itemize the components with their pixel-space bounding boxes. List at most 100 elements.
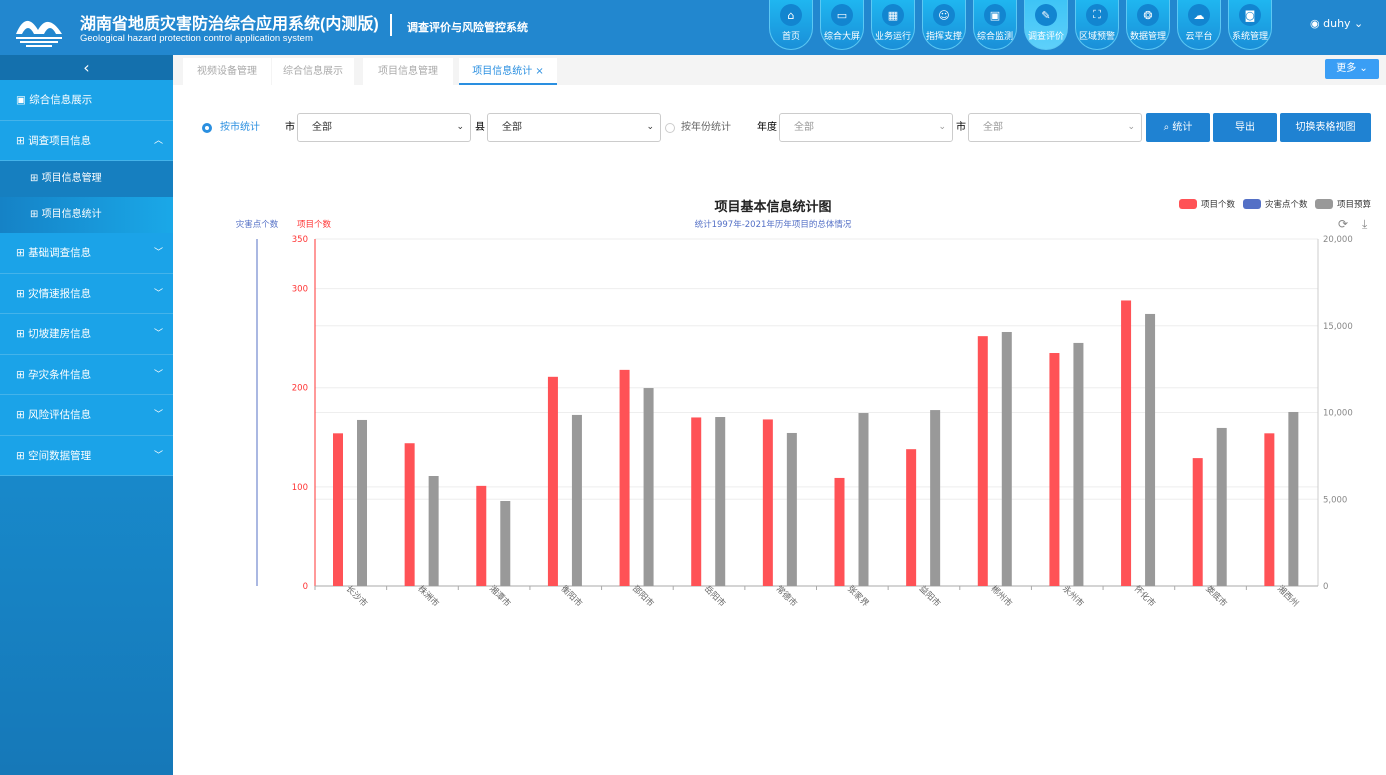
nav-item[interactable]: ▦ 业务运行 (871, 0, 915, 50)
by-city-label: 按市统计 (220, 122, 260, 133)
nav-label: 综合大屏 (823, 32, 860, 42)
chevron-down-icon: ﹀ (153, 410, 163, 420)
switch-table-view-button[interactable]: 切换表格视图 (1280, 113, 1371, 142)
nav-item[interactable]: ⛶ 区域预警 (1075, 0, 1119, 50)
system-name: 调查评价与风险管控系统 (407, 21, 528, 34)
nav-item[interactable]: ☁ 云平台 (1177, 0, 1221, 50)
bar-project-count (1049, 353, 1060, 586)
nav-item[interactable]: ✎ 调查评价 (1024, 0, 1068, 50)
bar-project-count (1192, 458, 1203, 586)
bar-project-budget (930, 410, 941, 586)
sidebar-subitem-label: 项目信息统计 (41, 209, 102, 220)
nav-item[interactable]: ⌂ 首页 (769, 0, 813, 50)
sidebar-subitem[interactable]: ⊞ 项目信息管理 (0, 161, 173, 197)
legend-swatch (1179, 199, 1197, 209)
radio-by-city[interactable] (202, 123, 212, 133)
x-tick-label: 益阳市 (917, 583, 943, 609)
tab-project-management[interactable]: 项目信息管理 (363, 58, 453, 85)
nav-item[interactable]: ▭ 综合大屏 (820, 0, 864, 50)
chart-subtitle: 统计1997年-2021年历年项目的总体情况 (695, 219, 852, 230)
download-icon: ⤓ (1362, 217, 1368, 231)
chevron-down-icon: ﹀ (153, 248, 163, 258)
restore-icon: ⟳ (1338, 217, 1348, 231)
sidebar-item[interactable]: ⊞ 基础调查信息 ﹀ (0, 233, 173, 274)
left-tick-label: 0 (303, 582, 308, 592)
settings-monitor-icon: ◙ (1239, 4, 1261, 26)
sidebar-item[interactable]: ⊞ 灾情速报信息 ﹀ (0, 273, 173, 314)
statistics-button[interactable]: ⌕ 统计 (1146, 113, 1210, 142)
edit-doc-icon: ✎ (1035, 4, 1057, 26)
switch-label: 切换表格视图 (1295, 122, 1356, 133)
sidebar-item[interactable]: ⊞ 孕灾条件信息 ﹀ (0, 354, 173, 395)
screen-icon: ▣ (984, 4, 1006, 26)
nav-label: 调查评价 (1027, 32, 1064, 42)
sidebar-item[interactable]: ▣ 综合信息展示 (0, 80, 173, 121)
year-select[interactable]: 全部 ⌄ (779, 113, 953, 142)
nav-item[interactable]: ◙ 系统管理 (1228, 0, 1272, 50)
x-tick-label: 郴州市 (988, 583, 1014, 609)
bar-project-budget (1288, 411, 1299, 586)
nav-item[interactable]: ❂ 数据管理 (1126, 0, 1170, 50)
sidebar-item-label: 切坡建房信息 (28, 328, 92, 340)
left-tick-label: 200 (292, 384, 308, 394)
right-tick-label: 20,000 (1323, 235, 1353, 245)
bar-project-budget (643, 388, 654, 586)
bar-project-count (691, 417, 702, 586)
legend-label: 项目预算 (1337, 199, 1372, 210)
city2-value: 全部 (983, 122, 1003, 133)
city-value: 全部 (312, 122, 332, 133)
nav-label: 指挥支撑 (925, 32, 962, 42)
grid-icon: ⊞ (30, 209, 39, 220)
county-value: 全部 (502, 122, 522, 133)
chart-title: 项目基本信息统计图 (714, 199, 831, 215)
sidebar-item[interactable]: ⊞ 切坡建房信息 ﹀ (0, 314, 173, 355)
app-subtitle: Geological hazard protection control app… (80, 33, 313, 44)
county-select[interactable]: 全部 ⌄ (487, 113, 661, 142)
sidebar-item[interactable]: ⊞ 调查项目信息 ︿ (0, 120, 173, 161)
nav-label: 综合监测 (976, 32, 1013, 42)
bar-project-budget (1001, 331, 1012, 586)
city2-select[interactable]: 全部 ⌄ (968, 113, 1142, 142)
filter-bar: 按市统计 市 全部 ⌄ 县 全部 ⌄ 按年份统计 年度 全部 ⌄ 市 全部 ⌄ ⌕ 统计… (0, 113, 1386, 143)
more-button[interactable]: 更多 ⌄ (1325, 59, 1379, 79)
collapse-sidebar-button[interactable]: ‹ (0, 55, 173, 80)
username: duhy (1323, 17, 1351, 30)
city-select[interactable]: 全部 ⌄ (297, 113, 471, 142)
x-tick-label: 长沙市 (344, 583, 370, 609)
app-header: 湖南省地质灾害防治综合应用系统(内测版) Geological hazard p… (0, 0, 1386, 55)
bar-project-budget (571, 414, 582, 586)
x-tick-label: 邵阳市 (630, 583, 656, 609)
bar-project-count (404, 443, 415, 586)
city2-label: 市 (956, 122, 966, 133)
grid-icon: ⊞ (16, 368, 25, 381)
tab-video-devices[interactable]: 视频设备管理 (183, 58, 271, 85)
scan-icon: ⛶ (1086, 4, 1108, 26)
sidebar-item[interactable]: ⊞ 风险评估信息 ﹀ (0, 395, 173, 436)
nav-label: 系统管理 (1231, 32, 1268, 42)
bar-project-count (619, 369, 630, 586)
x-tick-label: 娄底市 (1203, 583, 1229, 609)
grid-icon: ⊞ (16, 134, 25, 147)
user-menu[interactable]: ◉ duhy ⌄ (1310, 17, 1363, 30)
nav-item[interactable]: ☺ 指挥支撑 (922, 0, 966, 50)
close-icon[interactable]: × (535, 66, 544, 77)
bar-project-budget (858, 413, 869, 586)
bar-project-budget (1145, 313, 1156, 586)
tab-project-statistics[interactable]: 项目信息统计 × (459, 58, 557, 85)
sidebar-subitem[interactable]: ⊞ 项目信息统计 (0, 197, 173, 233)
x-tick-label: 永州市 (1060, 583, 1086, 609)
divider (390, 14, 392, 36)
nav-item[interactable]: ▣ 综合监测 (973, 0, 1017, 50)
bar-project-budget (1216, 427, 1227, 586)
sidebar-item[interactable]: ⊞ 空间数据管理 ﹀ (0, 435, 173, 476)
bar-project-budget (715, 417, 726, 586)
export-button[interactable]: 导出 (1213, 113, 1277, 142)
left-tick-label: 100 (292, 483, 308, 493)
search-icon: ⌕ (1163, 122, 1170, 133)
by-year-label: 按年份统计 (681, 122, 731, 133)
x-tick-label: 张家界 (845, 583, 871, 609)
radio-by-year[interactable] (665, 123, 675, 133)
chevron-down-icon: ﹀ (153, 369, 163, 380)
chevron-up-icon: ︿ (153, 135, 163, 146)
tab-info-display[interactable]: 综合信息展示 (272, 58, 354, 85)
